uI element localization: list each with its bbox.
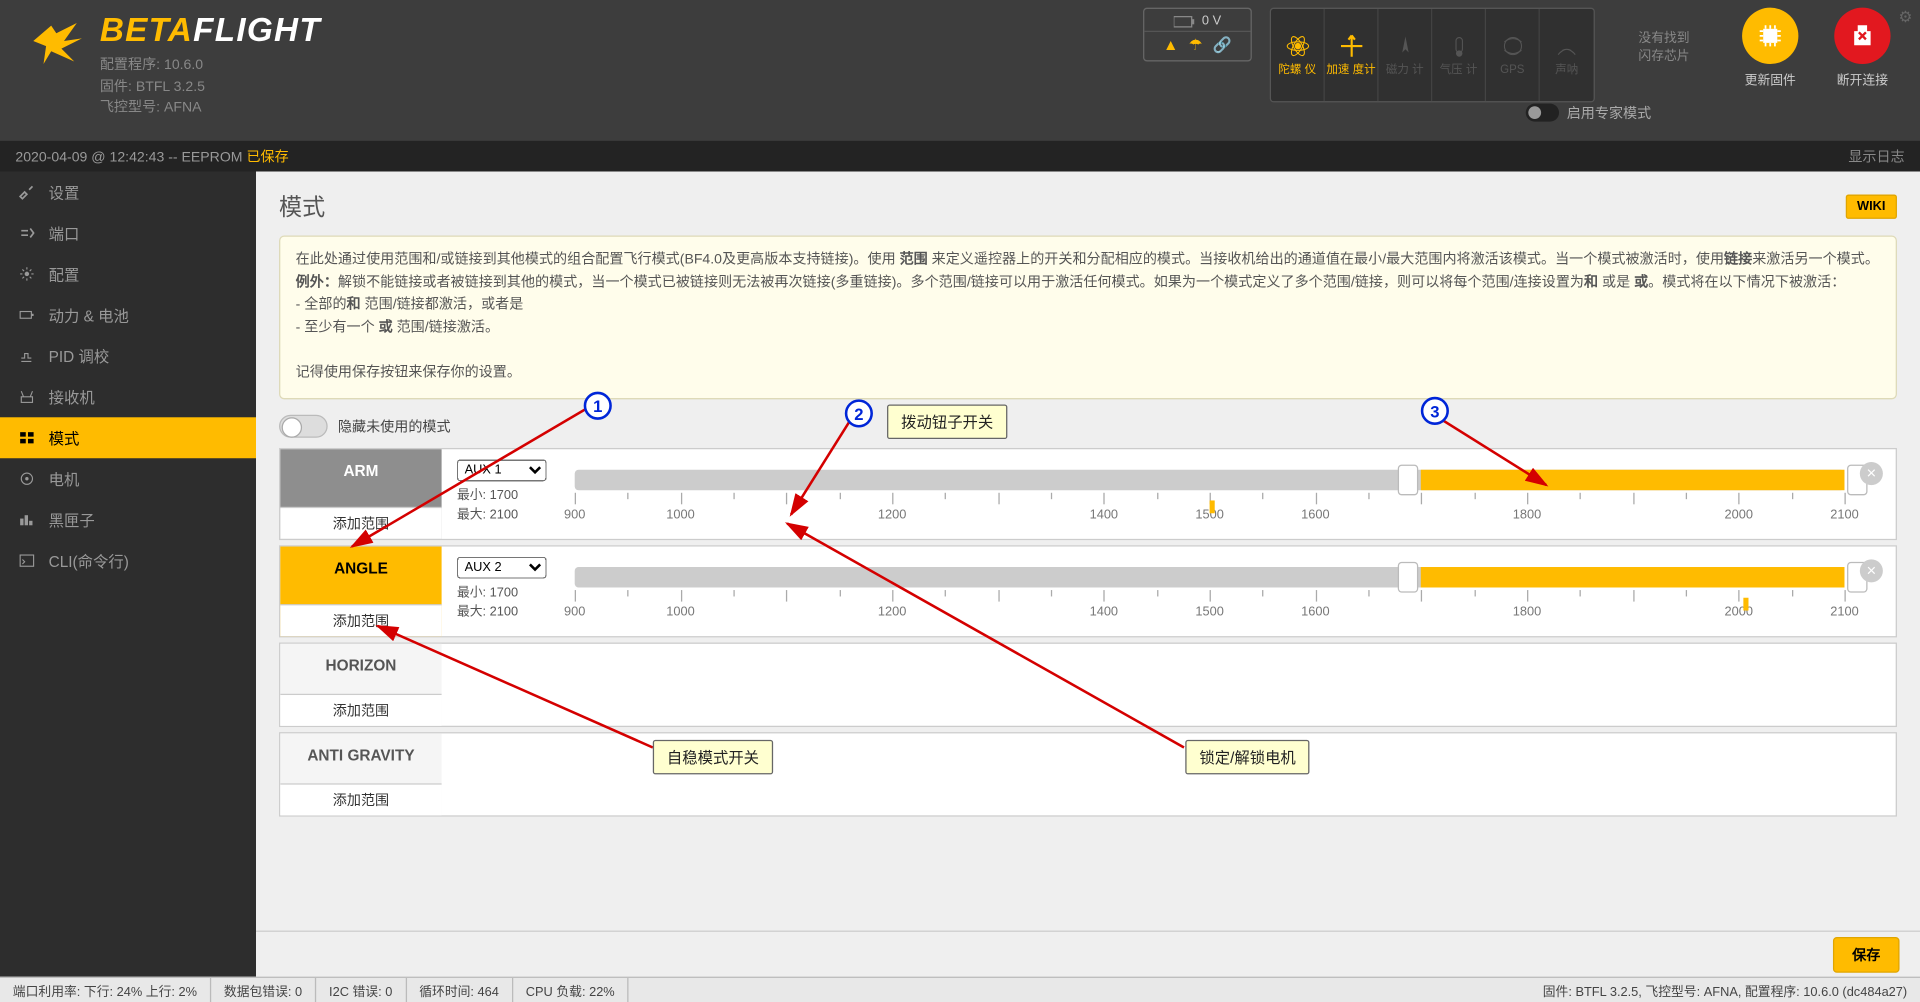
header: BETAFLIGHT 配置程序: 10.6.0 固件: BTFL 3.2.5 飞… bbox=[0, 0, 1920, 141]
annotation-label-1: 拨动钮子开关 bbox=[887, 404, 1007, 439]
add-range-button[interactable]: 添加范围 bbox=[280, 506, 441, 538]
add-range-button[interactable]: 添加范围 bbox=[280, 604, 441, 636]
range-slider[interactable]: 90010001200140015001600180020002100 bbox=[575, 556, 1845, 630]
annotation-badge-3: 3 bbox=[1421, 397, 1449, 425]
content: 模式 WIKI 在此处通过使用范围和/或链接到其他模式的组合配置飞行模式(BF4… bbox=[256, 172, 1920, 977]
footer-port-util: 端口利用率: 下行: 24% 上行: 2% bbox=[0, 978, 211, 1002]
save-bar: 保存 bbox=[256, 931, 1920, 977]
delete-range-icon[interactable]: × bbox=[1860, 559, 1883, 582]
mode-row-horizon: HORIZON 添加范围 bbox=[279, 642, 1897, 726]
sensor-accel: 加速 度计 bbox=[1325, 9, 1379, 101]
sensor-grid: 陀螺 仪 加速 度计 磁力 计 气压 计 GPS 声呐 bbox=[1270, 8, 1595, 103]
add-range-button[interactable]: 添加范围 bbox=[280, 693, 441, 725]
range-slider[interactable]: 90010001200140015001600180020002100 bbox=[575, 459, 1845, 533]
sidebar-item-receiver[interactable]: 接收机 bbox=[0, 376, 256, 417]
sidebar-item-setup[interactable]: 设置 bbox=[0, 172, 256, 213]
disconnect-button[interactable]: 断开连接 bbox=[1825, 8, 1899, 89]
annotation-badge-1: 1 bbox=[584, 392, 612, 420]
update-fw-button[interactable]: 更新固件 bbox=[1733, 8, 1807, 89]
page-title: 模式 bbox=[279, 189, 325, 222]
info-note: 在此处通过使用范围和/或链接到其他模式的组合配置飞行模式(BF4.0及更高版本支… bbox=[279, 236, 1897, 399]
sidebar-item-pid[interactable]: PID 调校 bbox=[0, 335, 256, 376]
battery-indicator: 0 V ▲☂🔗 bbox=[1143, 8, 1252, 62]
mode-row-angle: ANGLE 添加范围 AUX 2 最小: 1700 最大: 2100 90010… bbox=[279, 545, 1897, 637]
save-button[interactable]: 保存 bbox=[1833, 936, 1900, 972]
mode-name-label: HORIZON bbox=[326, 651, 397, 674]
sidebar-item-power[interactable]: 动力 & 电池 bbox=[0, 294, 256, 335]
sidebar-item-modes[interactable]: 模式 bbox=[0, 417, 256, 458]
version-meta: 配置程序: 10.6.0 固件: BTFL 3.2.5 飞控型号: AFNA bbox=[100, 55, 321, 118]
sidebar: 设置 端口 配置 动力 & 电池 PID 调校 接收机 模式 电机 黑匣子 CL… bbox=[0, 172, 256, 977]
delete-range-icon[interactable]: × bbox=[1860, 462, 1883, 485]
hide-unused-toggle[interactable] bbox=[279, 414, 328, 437]
aux-select[interactable]: AUX 2 bbox=[457, 556, 547, 578]
sidebar-item-motors[interactable]: 电机 bbox=[0, 458, 256, 499]
footer-packet-err: 数据包错误: 0 bbox=[211, 978, 316, 1002]
add-range-button[interactable]: 添加范围 bbox=[280, 783, 441, 815]
expert-mode-toggle[interactable]: 启用专家模式 bbox=[1526, 102, 1651, 122]
annotation-badge-2: 2 bbox=[845, 399, 873, 427]
footer: 端口利用率: 下行: 24% 上行: 2% 数据包错误: 0 I2C 错误: 0… bbox=[0, 977, 1920, 1002]
hide-unused-row: 隐藏未使用的模式 bbox=[279, 414, 1897, 437]
annotation-label-2: 自稳模式开关 bbox=[653, 740, 773, 775]
mode-row-antigravity: ANTI GRAVITY 添加范围 bbox=[279, 732, 1897, 816]
dataflash-status: 没有找到闪存芯片 bbox=[1613, 8, 1715, 67]
settings-gear-icon[interactable]: ⚙ bbox=[1899, 8, 1913, 26]
sensor-baro: 气压 计 bbox=[1432, 9, 1486, 101]
sidebar-item-config[interactable]: 配置 bbox=[0, 253, 256, 294]
mode-name-label: ANGLE bbox=[334, 554, 388, 577]
mode-name-label: ANTI GRAVITY bbox=[307, 741, 414, 764]
sensor-mag: 磁力 计 bbox=[1379, 9, 1433, 101]
logo-icon bbox=[26, 10, 87, 71]
sensor-gps: GPS bbox=[1486, 9, 1540, 101]
mode-row-arm: ARM 添加范围 AUX 1 最小: 1700 最大: 2100 9001000… bbox=[279, 447, 1897, 539]
wiki-button[interactable]: WIKI bbox=[1845, 194, 1896, 218]
sidebar-item-cli[interactable]: CLI(命令行) bbox=[0, 540, 256, 581]
footer-version: 固件: BTFL 3.2.5, 飞控型号: AFNA, 配置程序: 10.6.0… bbox=[1530, 980, 1920, 999]
show-log-button[interactable]: 显示日志 bbox=[1848, 146, 1904, 166]
sensor-sonar: 声呐 bbox=[1540, 9, 1594, 101]
sensor-gyro: 陀螺 仪 bbox=[1271, 9, 1325, 101]
footer-i2c-err: I2C 错误: 0 bbox=[316, 978, 406, 1002]
mode-name-label: ARM bbox=[343, 456, 378, 479]
sidebar-item-ports[interactable]: 端口 bbox=[0, 212, 256, 253]
footer-cpu: CPU 负载: 22% bbox=[513, 978, 629, 1002]
footer-cycle: 循环时间: 464 bbox=[406, 978, 513, 1002]
status-bar: 2020-04-09 @ 12:42:43 -- EEPROM 已保存 显示日志 bbox=[0, 141, 1920, 172]
aux-select[interactable]: AUX 1 bbox=[457, 459, 547, 481]
brand-text: BETAFLIGHT bbox=[100, 10, 321, 50]
annotation-label-3: 锁定/解锁电机 bbox=[1185, 740, 1310, 775]
sidebar-item-blackbox[interactable]: 黑匣子 bbox=[0, 499, 256, 540]
